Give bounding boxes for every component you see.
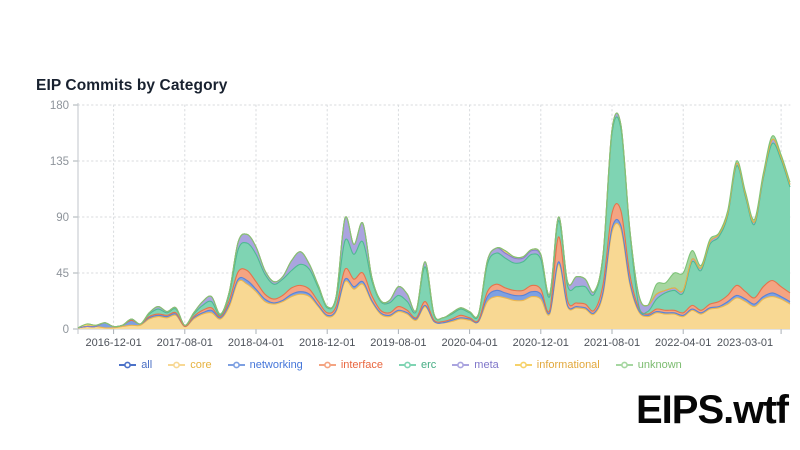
- legend-label-meta: meta: [474, 359, 499, 371]
- legend-marker-interface: [318, 361, 336, 369]
- x-tick-label: 2021-08-01: [584, 337, 640, 349]
- x-tick-label: 2022-04-01: [655, 337, 711, 349]
- legend-label-networking: networking: [249, 359, 303, 371]
- y-tick-label: 90: [56, 212, 69, 224]
- legend-label-unknown: unknown: [637, 359, 682, 371]
- legend-item-meta[interactable]: meta: [451, 359, 499, 371]
- x-tick-label: 2017-08-01: [157, 337, 213, 349]
- legend-label-interface: interface: [340, 359, 384, 371]
- x-tick-label: 2018-12-01: [299, 337, 355, 349]
- y-tick-label: 0: [63, 324, 69, 336]
- brand-logo: EIPS.wtf: [635, 388, 789, 432]
- legend-item-erc[interactable]: erc: [398, 359, 436, 371]
- legend-marker-erc: [399, 361, 417, 369]
- legend-item-informational[interactable]: informational: [514, 359, 600, 371]
- x-tick-label: 2019-08-01: [370, 337, 426, 349]
- y-tick-label: 180: [50, 100, 69, 112]
- legend-label-all: all: [141, 359, 153, 371]
- legend-marker-unknown: [615, 361, 633, 369]
- legend-marker-meta: [452, 361, 470, 369]
- legend-item-all[interactable]: all: [118, 359, 152, 371]
- area-core: [78, 223, 790, 329]
- y-tick-label: 45: [56, 268, 69, 280]
- legend-item-unknown[interactable]: unknown: [615, 359, 682, 371]
- legend-item-core[interactable]: core: [167, 359, 212, 371]
- legend-marker-networking: [227, 361, 245, 369]
- y-tick-label: 135: [50, 156, 69, 168]
- legend-label-informational: informational: [536, 359, 600, 371]
- x-tick-label: 2018-04-01: [228, 337, 284, 349]
- chart-legend: all core networking interface erc meta informa…: [0, 359, 800, 371]
- legend-marker-core: [168, 361, 186, 369]
- legend-marker-all: [119, 361, 137, 369]
- x-tick-label: 2020-12-01: [513, 337, 569, 349]
- legend-item-interface[interactable]: interface: [318, 359, 383, 371]
- legend-marker-informational: [514, 361, 532, 369]
- legend-item-networking[interactable]: networking: [227, 359, 303, 371]
- chart-title: EIP Commits by Category: [36, 77, 228, 94]
- area-edge-interface: [77, 203, 791, 329]
- x-tick-label: 2020-04-01: [441, 337, 497, 349]
- x-tick-label: 2023-03-01: [717, 337, 773, 349]
- area-edge-unknown: [77, 112, 791, 329]
- area-edge-networking: [77, 218, 791, 329]
- legend-label-erc: erc: [421, 359, 437, 371]
- legend-label-core: core: [190, 359, 212, 371]
- x-tick-label: 2016-12-01: [85, 337, 141, 349]
